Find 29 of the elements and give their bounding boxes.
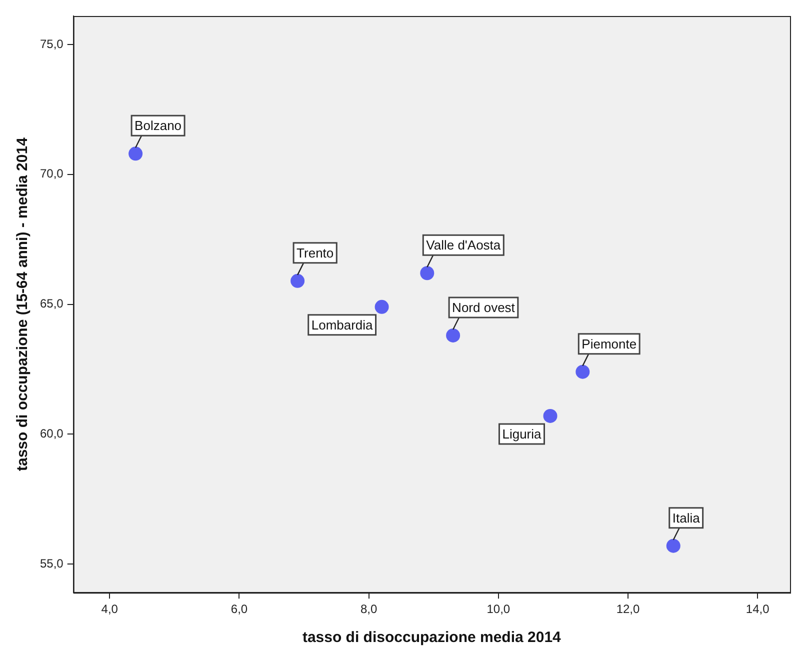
point bbox=[374, 300, 389, 314]
annotation: Trento bbox=[296, 246, 334, 260]
y-tick-label: 60,0 bbox=[40, 426, 64, 440]
x-tick-label: 6,0 bbox=[230, 602, 248, 616]
point bbox=[543, 408, 558, 423]
x-tick-label: 8,0 bbox=[360, 602, 378, 616]
y-tick-label: 55,0 bbox=[40, 556, 64, 570]
annotation: Liguria bbox=[502, 426, 542, 442]
annotation: Nord ovest bbox=[452, 300, 516, 316]
point bbox=[128, 146, 143, 161]
annotation: Piemonte bbox=[582, 336, 637, 352]
y-tick-label: 70,0 bbox=[40, 166, 64, 181]
x-axis-title: tasso di disoccupazione media 2014 bbox=[302, 629, 562, 646]
annotation: Italia bbox=[672, 510, 701, 526]
x-tick-label: 4,0 bbox=[101, 602, 118, 616]
y-axis-title: tasso di occupazione (15-64 anni) - media 2014 bbox=[14, 136, 32, 472]
point bbox=[666, 538, 680, 553]
point bbox=[420, 266, 434, 280]
y-tick-label: 75,0 bbox=[40, 36, 64, 51]
annotation: Bolzano bbox=[134, 118, 182, 134]
point bbox=[576, 364, 590, 379]
x-tick-label: 10,0 bbox=[486, 602, 510, 616]
y-tick-label: 65,0 bbox=[40, 296, 64, 311]
annotation: Lombardia bbox=[311, 317, 374, 332]
x-tick-label: 12,0 bbox=[616, 602, 640, 616]
point bbox=[446, 328, 460, 342]
point bbox=[290, 274, 305, 288]
x-tick-label: 14,0 bbox=[746, 602, 770, 616]
annotation: Valle d'Aosta bbox=[426, 238, 502, 253]
